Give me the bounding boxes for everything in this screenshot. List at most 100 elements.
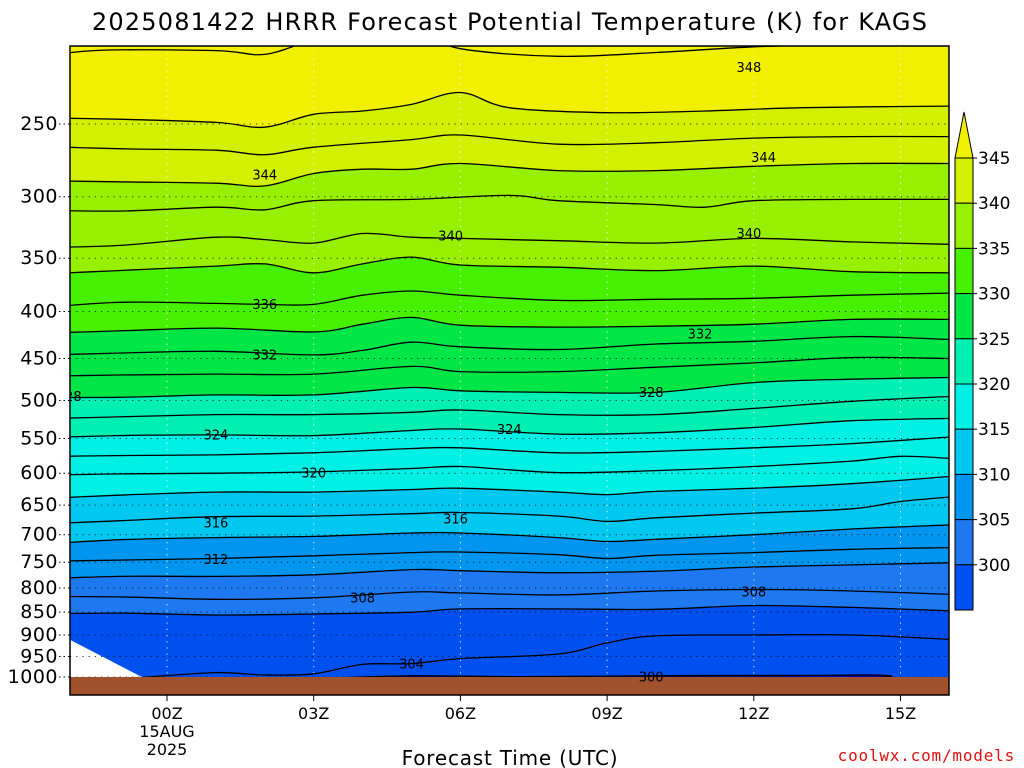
contour-label-344: 344 bbox=[751, 151, 776, 166]
contour-line-330 bbox=[70, 356, 949, 377]
colorbar-label-335: 335 bbox=[978, 239, 1010, 259]
y-tick-label-750: 750 bbox=[20, 551, 58, 573]
fill-band-8 bbox=[70, 476, 949, 543]
contour-line-310 bbox=[70, 562, 949, 579]
contour-line-338 bbox=[70, 256, 949, 274]
contour-label-320: 320 bbox=[301, 467, 326, 482]
contour-labels: 348 344 344 340 340 336 332 332 328 328 324 324 320 3… bbox=[57, 61, 776, 686]
colorbar-label-340: 340 bbox=[978, 194, 1010, 214]
x-tick-label-15Z: 15Z bbox=[885, 704, 916, 723]
colorbar-swatch-3 bbox=[954, 247, 974, 295]
y-tick-label-1000: 1000 bbox=[8, 666, 58, 688]
x-tick-label-00Z: 00Z bbox=[151, 704, 182, 723]
fill-band-7 bbox=[70, 418, 949, 498]
contour-label-328: 328 bbox=[639, 386, 664, 401]
contour-label-340: 340 bbox=[736, 227, 761, 242]
contour-label-304: 304 bbox=[399, 658, 424, 673]
contour-line-314 bbox=[70, 524, 949, 543]
colorbar-swatch-7 bbox=[954, 428, 974, 475]
y-tick-label-900: 900 bbox=[20, 624, 58, 646]
contour-line-318 bbox=[70, 475, 949, 498]
y-tick-label-700: 700 bbox=[20, 524, 58, 546]
y-tick-label-250: 250 bbox=[20, 113, 58, 135]
y-tick-label-350: 350 bbox=[20, 247, 58, 269]
contour-label-324: 324 bbox=[497, 423, 522, 438]
plot-frame bbox=[69, 45, 950, 696]
chart-title: 2025081422 HRRR Forecast Potential Tempe… bbox=[92, 8, 928, 36]
contour-line-342 bbox=[70, 194, 949, 212]
y-tick-label-600: 600 bbox=[20, 462, 58, 484]
colorbar-label-325: 325 bbox=[978, 330, 1010, 350]
contour-label-344: 344 bbox=[252, 168, 277, 183]
ground-surface bbox=[70, 677, 949, 695]
y-tick-label-950: 950 bbox=[20, 646, 58, 668]
x-tick-label-12Z: 12Z bbox=[738, 704, 769, 723]
contour-line-306 bbox=[70, 604, 949, 616]
contour-line-328 bbox=[70, 376, 949, 399]
y-tick-label-800: 800 bbox=[20, 577, 58, 599]
contour-line-308 bbox=[70, 588, 949, 600]
y-tick-label-650: 650 bbox=[20, 494, 58, 516]
fill-band-6 bbox=[70, 377, 949, 437]
y-tick-label-550: 550 bbox=[20, 428, 58, 450]
contour-line-343 bbox=[70, 162, 949, 187]
colorbar-legend: 345 340 335 330 325 320 315 310 305 300 bbox=[954, 111, 1010, 611]
x-tick-date: 15AUG bbox=[139, 722, 194, 741]
colorbar-swatch-5 bbox=[954, 338, 974, 385]
fill-band-4 bbox=[70, 257, 949, 333]
contour-label-328: 328 bbox=[57, 390, 82, 405]
x-tick-label-03Z: 03Z bbox=[298, 704, 329, 723]
contour-line-320 bbox=[70, 455, 949, 476]
x-tick-label-09Z: 09Z bbox=[591, 704, 622, 723]
contour-label-332: 332 bbox=[688, 327, 713, 342]
contour-line-316 bbox=[70, 496, 949, 524]
x-tick-label-06Z: 06Z bbox=[445, 704, 476, 723]
contour-label-336: 336 bbox=[252, 298, 277, 313]
y-tick-label-400: 400 bbox=[20, 300, 58, 322]
contour-line-336 bbox=[70, 290, 949, 306]
contour-line-324 bbox=[70, 417, 949, 438]
contour-label-316: 316 bbox=[443, 513, 468, 528]
colorbar-swatch-2 bbox=[954, 202, 974, 249]
colorbar-label-305: 305 bbox=[978, 511, 1010, 531]
colorbar-label-315: 315 bbox=[978, 420, 1010, 440]
contour-line-332 bbox=[70, 335, 949, 356]
credit-text: coolwx.com/models bbox=[838, 746, 1015, 765]
contour-line-322 bbox=[70, 436, 949, 457]
fill-band-5 bbox=[70, 317, 949, 398]
contour-label-340: 340 bbox=[438, 229, 463, 244]
colorbar-label-330: 330 bbox=[978, 285, 1010, 305]
contour-line-326 bbox=[70, 395, 949, 419]
color-fill-bands bbox=[70, 46, 949, 695]
x-tick-year: 2025 bbox=[147, 740, 188, 759]
contour-label-308: 308 bbox=[741, 585, 766, 600]
pressure-axis: 2503003504004505005506006507007508008509… bbox=[8, 113, 70, 688]
contour-label-308: 308 bbox=[350, 591, 375, 606]
colorbar-top-arrow bbox=[954, 111, 974, 159]
colorbar-label-300: 300 bbox=[978, 556, 1010, 576]
contour-line-344 bbox=[70, 134, 949, 156]
fill-band-11 bbox=[70, 605, 949, 678]
contour-label-348: 348 bbox=[736, 61, 761, 76]
contour-label-316: 316 bbox=[203, 517, 228, 532]
fill-band-9 bbox=[70, 524, 949, 578]
y-tick-label-300: 300 bbox=[20, 186, 58, 208]
contour-label-300: 300 bbox=[639, 671, 664, 686]
contour-line-334 bbox=[70, 316, 949, 333]
contour-line-346 bbox=[70, 91, 949, 129]
plot-area: 348 344 344 340 340 336 332 332 328 328 324 324 320 3… bbox=[57, 46, 949, 695]
colorbar-label-345: 345 bbox=[978, 149, 1010, 169]
contour-line-340 bbox=[70, 232, 949, 248]
y-tick-label-500: 500 bbox=[20, 390, 58, 412]
contour-label-312: 312 bbox=[203, 553, 228, 568]
contour-label-324: 324 bbox=[203, 428, 228, 443]
contour-line-312 bbox=[70, 546, 949, 562]
y-tick-label-450: 450 bbox=[20, 347, 58, 369]
colorbar-swatch-4 bbox=[954, 293, 974, 340]
colorbar-label-310: 310 bbox=[978, 465, 1010, 485]
y-tick-label-850: 850 bbox=[20, 601, 58, 623]
contour-line-304 bbox=[142, 633, 949, 679]
colorbar-swatch-6 bbox=[954, 383, 974, 430]
